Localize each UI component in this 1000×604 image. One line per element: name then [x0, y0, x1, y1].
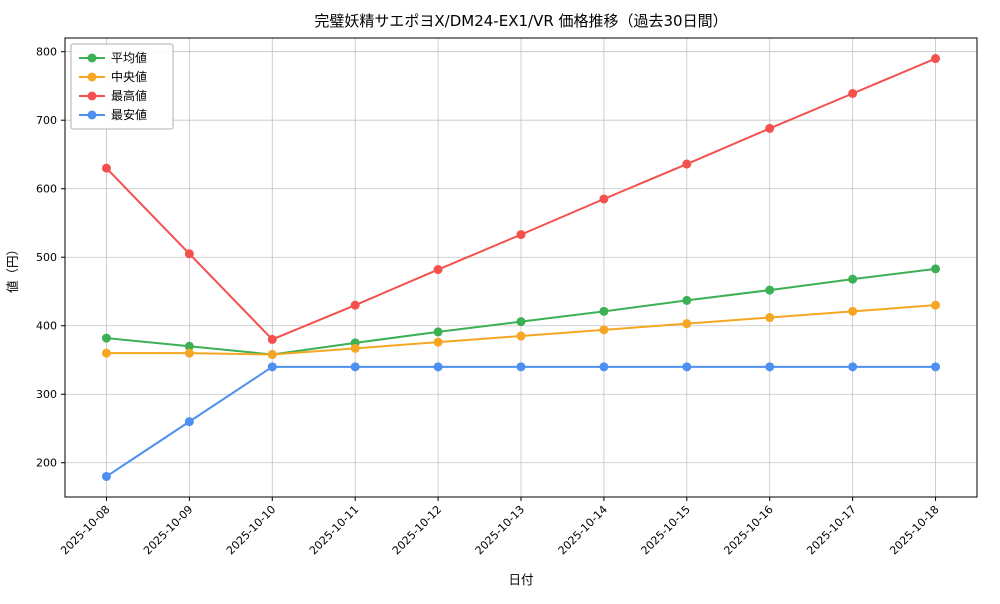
- y-tick-label: 200: [36, 457, 57, 470]
- data-point-marker: [848, 362, 858, 372]
- x-axis-label: 日付: [508, 572, 533, 587]
- data-point-marker: [184, 348, 194, 358]
- data-point-marker: [599, 194, 609, 204]
- data-point-marker: [765, 362, 775, 372]
- legend-label: 最安値: [111, 107, 147, 122]
- x-tick-label: 2025-10-10: [224, 503, 278, 557]
- y-tick-label: 300: [36, 388, 57, 401]
- y-tick-label: 400: [36, 320, 57, 333]
- data-point-marker: [184, 249, 194, 259]
- data-point-marker: [848, 88, 858, 98]
- data-point-marker: [350, 343, 360, 353]
- legend-marker: [87, 110, 97, 120]
- data-point-marker: [516, 362, 526, 372]
- y-tick-label: 800: [36, 46, 57, 59]
- data-point-marker: [433, 362, 443, 372]
- data-point-marker: [184, 417, 194, 427]
- data-point-marker: [599, 325, 609, 335]
- data-point-marker: [931, 362, 941, 372]
- data-point-marker: [267, 362, 277, 372]
- legend-label: 平均値: [111, 50, 147, 65]
- data-point-marker: [765, 123, 775, 133]
- chart-title: 完璧妖精サエポヨX/DM24-EX1/VR 価格推移（過去30日間）: [314, 12, 727, 30]
- y-axis-label: 値（円）: [5, 243, 20, 293]
- data-point-marker: [682, 295, 692, 305]
- x-tick-label: 2025-10-08: [58, 503, 112, 557]
- data-point-marker: [433, 327, 443, 337]
- data-point-marker: [101, 333, 111, 343]
- data-point-marker: [101, 471, 111, 481]
- data-point-marker: [599, 306, 609, 316]
- data-point-marker: [931, 264, 941, 274]
- data-point-marker: [931, 54, 941, 64]
- y-tick-label: 700: [36, 114, 57, 127]
- data-point-marker: [765, 313, 775, 323]
- legend-marker: [87, 53, 97, 63]
- legend-marker: [87, 91, 97, 101]
- data-point-marker: [184, 341, 194, 351]
- data-point-marker: [516, 331, 526, 341]
- x-tick-label: 2025-10-15: [639, 503, 693, 557]
- data-point-marker: [599, 362, 609, 372]
- data-point-marker: [267, 350, 277, 360]
- x-tick-label: 2025-10-18: [887, 503, 941, 557]
- x-tick-label: 2025-10-09: [141, 503, 195, 557]
- x-tick-label: 2025-10-12: [390, 503, 444, 557]
- data-point-marker: [516, 317, 526, 327]
- data-point-marker: [931, 300, 941, 310]
- legend-label: 最高値: [111, 88, 147, 103]
- x-tick-label: 2025-10-17: [804, 503, 858, 557]
- data-point-marker: [848, 274, 858, 284]
- data-point-marker: [350, 362, 360, 372]
- data-point-marker: [765, 285, 775, 295]
- x-tick-label: 2025-10-14: [556, 503, 610, 557]
- data-point-marker: [433, 337, 443, 347]
- x-tick-label: 2025-10-13: [473, 503, 527, 557]
- data-point-marker: [848, 306, 858, 316]
- x-tick-label: 2025-10-11: [307, 503, 361, 557]
- legend-label: 中央値: [111, 69, 147, 84]
- data-point-marker: [682, 319, 692, 329]
- data-point-marker: [516, 230, 526, 240]
- legend-box: [70, 43, 174, 130]
- x-tick-label: 2025-10-16: [721, 503, 775, 557]
- chart-layers: 200 300 400 500 600 700 800 2025-10-08 2025-10-0…: [36, 37, 978, 557]
- data-point-marker: [267, 334, 277, 344]
- legend-marker: [87, 72, 97, 82]
- data-point-marker: [682, 159, 692, 169]
- data-point-marker: [101, 348, 111, 358]
- y-tick-label: 600: [36, 183, 57, 196]
- data-point-marker: [350, 300, 360, 310]
- data-point-marker: [101, 163, 111, 173]
- data-point-marker: [433, 265, 443, 275]
- data-point-marker: [682, 362, 692, 372]
- y-tick-label: 500: [36, 251, 57, 264]
